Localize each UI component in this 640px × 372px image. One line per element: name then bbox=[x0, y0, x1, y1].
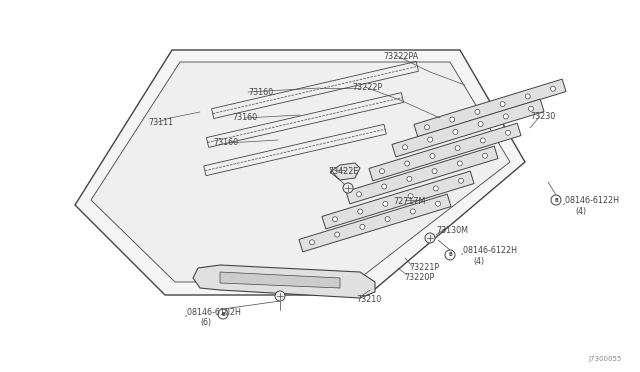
Circle shape bbox=[343, 183, 353, 193]
Circle shape bbox=[445, 250, 455, 260]
Circle shape bbox=[551, 195, 561, 205]
Circle shape bbox=[483, 153, 488, 158]
Circle shape bbox=[385, 217, 390, 222]
Text: J7300055: J7300055 bbox=[589, 356, 622, 362]
Circle shape bbox=[380, 169, 385, 174]
Text: ¸08146-6122H: ¸08146-6122H bbox=[562, 195, 620, 204]
Text: ¸08146-6102H: ¸08146-6102H bbox=[184, 307, 242, 316]
Circle shape bbox=[310, 240, 314, 245]
Circle shape bbox=[550, 86, 556, 91]
Text: 73422E: 73422E bbox=[328, 167, 358, 176]
Text: ¸08146-6122H: ¸08146-6122H bbox=[460, 245, 518, 254]
Circle shape bbox=[404, 161, 410, 166]
Circle shape bbox=[475, 109, 480, 114]
Circle shape bbox=[358, 209, 363, 214]
Text: B: B bbox=[554, 198, 558, 202]
Polygon shape bbox=[220, 272, 340, 288]
Circle shape bbox=[480, 138, 485, 143]
Text: 73210: 73210 bbox=[356, 295, 381, 304]
Polygon shape bbox=[369, 123, 521, 181]
Circle shape bbox=[424, 125, 429, 130]
Polygon shape bbox=[346, 146, 498, 204]
Circle shape bbox=[218, 309, 228, 319]
Circle shape bbox=[403, 145, 408, 150]
Text: 73160: 73160 bbox=[232, 113, 257, 122]
Polygon shape bbox=[193, 265, 375, 298]
Circle shape bbox=[525, 94, 531, 99]
Polygon shape bbox=[330, 163, 360, 180]
Text: 73220P: 73220P bbox=[404, 273, 434, 282]
Circle shape bbox=[335, 232, 340, 237]
Text: 73222PA: 73222PA bbox=[383, 52, 419, 61]
Circle shape bbox=[407, 176, 412, 182]
Circle shape bbox=[435, 201, 440, 206]
Text: B: B bbox=[221, 311, 225, 317]
Circle shape bbox=[458, 161, 462, 166]
Text: (4): (4) bbox=[473, 257, 484, 266]
Text: 73230: 73230 bbox=[530, 112, 556, 121]
Text: 73221P: 73221P bbox=[409, 263, 439, 272]
Polygon shape bbox=[91, 62, 510, 282]
Circle shape bbox=[333, 217, 337, 222]
Circle shape bbox=[500, 102, 505, 107]
Circle shape bbox=[503, 114, 508, 119]
Circle shape bbox=[383, 201, 388, 206]
Circle shape bbox=[410, 209, 415, 214]
Circle shape bbox=[529, 106, 534, 111]
Circle shape bbox=[356, 192, 362, 197]
Text: 73222P: 73222P bbox=[352, 83, 382, 92]
Text: 73160: 73160 bbox=[213, 138, 238, 147]
Text: 73130M: 73130M bbox=[436, 226, 468, 235]
Circle shape bbox=[506, 130, 511, 135]
Polygon shape bbox=[299, 194, 451, 252]
Circle shape bbox=[453, 129, 458, 134]
Circle shape bbox=[455, 146, 460, 151]
Circle shape bbox=[428, 137, 433, 142]
Circle shape bbox=[381, 184, 387, 189]
Circle shape bbox=[458, 178, 463, 183]
Polygon shape bbox=[75, 50, 525, 295]
Circle shape bbox=[450, 117, 454, 122]
Text: 73160: 73160 bbox=[248, 88, 273, 97]
Text: B: B bbox=[448, 253, 452, 257]
Text: (4): (4) bbox=[575, 207, 586, 216]
Text: 73111: 73111 bbox=[148, 118, 173, 127]
Circle shape bbox=[360, 224, 365, 230]
Circle shape bbox=[408, 194, 413, 199]
Polygon shape bbox=[322, 171, 474, 229]
Circle shape bbox=[432, 169, 437, 174]
Text: (6): (6) bbox=[200, 318, 211, 327]
Circle shape bbox=[478, 122, 483, 126]
Polygon shape bbox=[392, 99, 544, 157]
Circle shape bbox=[275, 291, 285, 301]
Circle shape bbox=[425, 233, 435, 243]
Circle shape bbox=[433, 186, 438, 191]
Polygon shape bbox=[414, 79, 566, 137]
Circle shape bbox=[430, 153, 435, 158]
Text: 72717M: 72717M bbox=[393, 197, 426, 206]
